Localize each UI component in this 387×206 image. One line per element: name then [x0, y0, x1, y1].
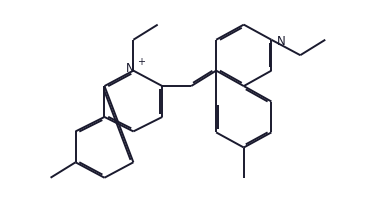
Text: N: N: [127, 62, 135, 75]
Text: +: +: [137, 57, 145, 67]
Text: N: N: [277, 35, 286, 48]
